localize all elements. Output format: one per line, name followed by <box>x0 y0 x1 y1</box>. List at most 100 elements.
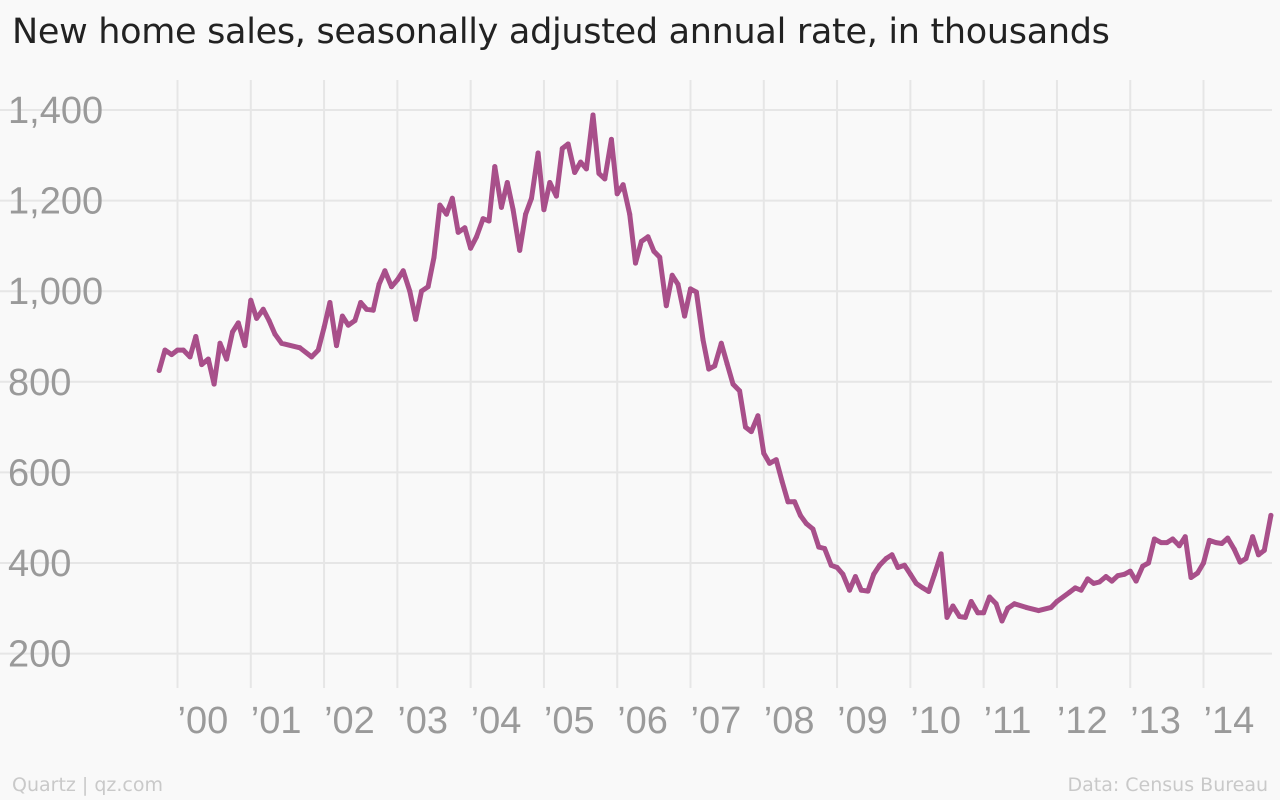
data-point <box>645 234 651 240</box>
data-point <box>498 204 504 210</box>
data-point <box>682 313 688 319</box>
footer-credit: Quartz | qz.com <box>12 774 164 796</box>
data-point <box>1268 512 1274 518</box>
data-point <box>1048 604 1054 610</box>
data-point <box>1201 560 1206 566</box>
data-point <box>810 526 816 532</box>
data-point <box>1072 585 1078 591</box>
data-point <box>633 260 638 266</box>
data-point <box>254 315 260 321</box>
data-point <box>968 599 974 604</box>
gridlines <box>0 80 1272 688</box>
y-tick-label: 1,200 <box>8 181 103 223</box>
data-point <box>1011 601 1017 607</box>
data-point <box>1176 543 1182 549</box>
data-point <box>510 207 516 213</box>
x-tick-label: ’05 <box>544 700 595 742</box>
data-point <box>1182 534 1188 540</box>
data-point <box>480 216 486 222</box>
data-point <box>1121 571 1127 577</box>
data-point <box>767 460 773 466</box>
data-point <box>266 318 272 324</box>
data-point <box>211 381 217 387</box>
x-tick-label: ’06 <box>617 700 668 742</box>
data-point <box>242 343 248 349</box>
data-point <box>175 347 180 353</box>
data-point <box>957 614 962 619</box>
data-point <box>413 316 419 322</box>
data-point <box>444 211 449 217</box>
data-point <box>394 277 400 283</box>
data-point <box>217 340 223 346</box>
data-point <box>865 588 871 594</box>
data-point <box>657 254 663 260</box>
data-point <box>492 164 498 170</box>
x-tick-label: ’01 <box>251 700 302 742</box>
data-point <box>389 284 394 290</box>
data-point <box>651 248 657 254</box>
data-point <box>156 368 162 373</box>
data-point <box>431 254 437 260</box>
data-point <box>272 331 278 337</box>
data-point <box>999 618 1005 624</box>
data-point <box>620 182 626 188</box>
data-point <box>1133 578 1139 584</box>
data-point <box>230 329 235 335</box>
data-point <box>1195 570 1201 576</box>
x-tick-label: ’11 <box>984 700 1032 742</box>
data-point <box>737 388 743 394</box>
data-point <box>376 281 382 287</box>
data-point <box>547 180 553 185</box>
data-point <box>950 603 956 609</box>
y-tick-label: 800 <box>8 362 71 404</box>
data-point <box>608 136 614 142</box>
data-point <box>987 594 992 600</box>
data-point <box>1103 574 1109 580</box>
data-point <box>1091 580 1097 586</box>
data-point <box>400 268 406 274</box>
data-point <box>1170 536 1176 542</box>
data-point <box>590 112 596 118</box>
x-tick-label: ’09 <box>837 700 888 742</box>
data-point <box>669 272 675 278</box>
x-tick-label: ’13 <box>1130 700 1181 742</box>
data-point <box>583 166 589 172</box>
data-point <box>334 343 339 349</box>
x-tick-label: ’10 <box>910 700 961 742</box>
data-point <box>419 288 424 294</box>
data-point <box>895 565 901 570</box>
data-point <box>1023 604 1029 610</box>
data-point <box>700 337 706 343</box>
y-tick-label: 600 <box>8 452 71 494</box>
data-point <box>235 320 241 326</box>
data-point <box>730 381 736 387</box>
data-point <box>309 354 315 360</box>
data-point <box>1206 537 1212 543</box>
data-point <box>847 587 852 593</box>
data-point <box>180 347 186 353</box>
data-point <box>1146 560 1151 566</box>
data-point <box>1213 540 1219 546</box>
data-point <box>797 512 803 518</box>
data-point <box>1085 576 1091 582</box>
data-point <box>382 268 388 274</box>
data-point <box>474 234 479 240</box>
data-point <box>1158 540 1164 546</box>
data-point <box>718 340 724 346</box>
data-point <box>553 193 559 199</box>
y-tick-label: 200 <box>8 634 71 676</box>
data-point <box>627 211 633 217</box>
data-point <box>602 176 608 182</box>
x-axis: ’00 ’01 ’02 ’03 ’04 ’05 ’06 ’07 ’08 ’09 ’10 ’11 ’12 ’… <box>178 700 1255 742</box>
data-point <box>1231 546 1237 552</box>
data-point <box>614 191 620 197</box>
data-point <box>858 587 864 593</box>
y-tick-label: 400 <box>8 543 71 585</box>
data-point <box>248 297 254 303</box>
data-point <box>693 289 699 295</box>
data-point <box>1261 547 1267 553</box>
data-point <box>1078 587 1084 593</box>
data-point <box>352 318 358 324</box>
data-point <box>920 585 926 591</box>
data-point <box>1005 605 1011 611</box>
